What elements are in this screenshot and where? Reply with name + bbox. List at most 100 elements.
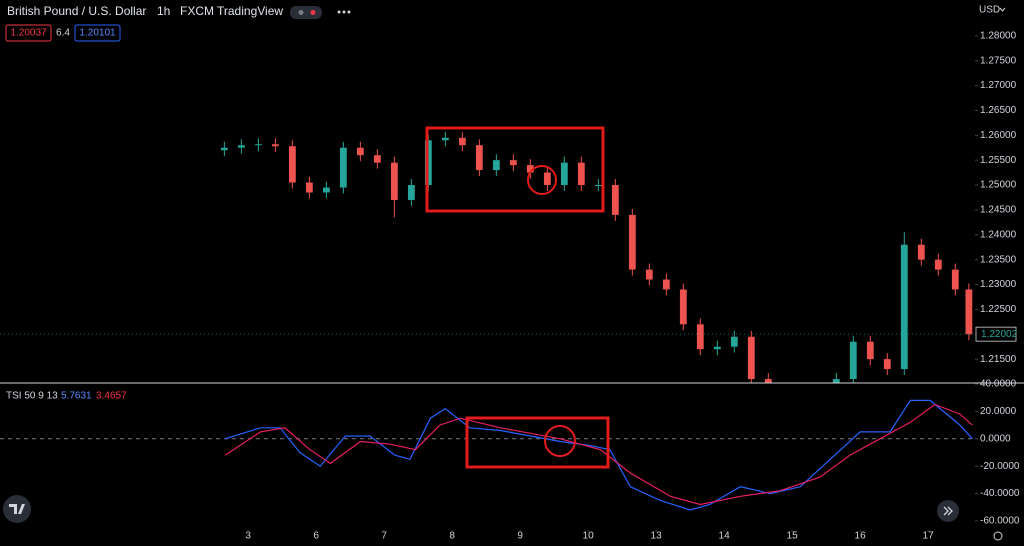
candle-body — [900, 244, 908, 370]
candle-body — [271, 144, 279, 147]
candle-body — [713, 346, 721, 350]
annotation-box — [425, 126, 605, 213]
candle-body — [441, 137, 449, 141]
candle-body — [951, 269, 959, 290]
candle-body — [832, 379, 840, 383]
candle-body — [390, 162, 398, 200]
axes: 1.28000 1.27500 1.27000 1.26500 1.26000 1.255… — [0, 30, 1020, 542]
y-tick-label: -60.0000 — [980, 516, 1020, 527]
indicator-value: 3.4657 — [96, 391, 127, 402]
currency[interactable]: USD — [979, 5, 1000, 16]
candle-body — [288, 146, 296, 183]
candle-body — [696, 324, 704, 350]
candle-body — [965, 289, 973, 335]
candle-body — [339, 147, 347, 188]
candle-body — [662, 279, 670, 290]
candle-body — [730, 336, 738, 347]
ask: 1.20101 — [79, 28, 116, 39]
ask-box[interactable] — [74, 24, 121, 42]
x-tick-label: 16 — [855, 531, 867, 542]
x-tick-label: 3 — [245, 531, 251, 542]
y-tick-label: 0.0000 — [980, 433, 1011, 444]
settings-icon[interactable] — [993, 531, 1003, 541]
y-tick-label: 1.26000 — [980, 130, 1017, 141]
indicator-line — [224, 399, 973, 511]
source: TradingView — [217, 4, 283, 18]
indicator-line — [224, 403, 973, 506]
price-pane — [220, 131, 973, 434]
candle-body — [934, 259, 942, 270]
candle-body — [849, 341, 857, 380]
y-tick-label: 40.0000 — [980, 379, 1017, 390]
candle-body — [883, 359, 891, 370]
last-price-box — [975, 326, 1017, 342]
y-tick-label: 1.27500 — [980, 55, 1017, 66]
candle-body — [407, 185, 415, 200]
indicator-value: 5.7631 — [61, 391, 92, 402]
y-tick-label: 1.26500 — [980, 105, 1017, 116]
scroll-button[interactable] — [937, 500, 959, 522]
candle-body — [560, 162, 568, 186]
annotation-circle — [544, 425, 576, 457]
candle-body — [816, 419, 823, 429]
candle-body — [526, 165, 534, 173]
candle-body — [866, 341, 874, 360]
y-tick-label: 1.23000 — [980, 279, 1017, 290]
last-price-label: 1.22002 — [981, 329, 1018, 340]
candle-body — [322, 187, 330, 193]
y-tick-label: -20.0000 — [980, 461, 1020, 472]
candle-body — [594, 185, 602, 187]
x-tick-label: 10 — [583, 531, 595, 542]
candle-body — [611, 185, 619, 215]
status-dot — [298, 10, 304, 15]
interval: 1h — [157, 4, 170, 18]
logo[interactable] — [3, 495, 31, 523]
y-tick-label: 1.23500 — [980, 254, 1017, 265]
bid: 1.20037 — [10, 28, 47, 39]
spread: 6.4 — [56, 28, 70, 39]
symbol: British Pound / U.S. Dollar — [7, 4, 146, 18]
x-tick-label: 8 — [449, 531, 455, 542]
y-tick-label: 1.24500 — [980, 205, 1017, 216]
candle-body — [782, 424, 789, 434]
indicator-pane — [0, 399, 975, 511]
candle-body — [679, 289, 687, 325]
x-tick-label: 17 — [923, 531, 935, 542]
candle-body — [373, 155, 381, 163]
candle-body — [356, 147, 364, 156]
candle-body — [458, 137, 466, 146]
candle-body — [799, 429, 806, 434]
y-tick-label: 1.25000 — [980, 180, 1017, 191]
candle-body — [254, 144, 262, 146]
candle-body — [509, 160, 517, 166]
indicator-title: TSI 50 9 13 — [6, 391, 58, 402]
candle-body — [492, 160, 500, 171]
candle-body — [237, 145, 245, 148]
y-tick-label: 1.21500 — [980, 354, 1017, 365]
x-tick-label: 9 — [517, 531, 523, 542]
x-tick-label: 6 — [313, 531, 319, 542]
y-tick-label: 1.28000 — [980, 30, 1017, 41]
more-menu[interactable] — [337, 10, 351, 14]
status-badge — [290, 6, 322, 19]
x-tick-label: 13 — [651, 531, 663, 542]
candle-body — [475, 145, 483, 171]
candle-body — [628, 214, 636, 270]
candle-body — [305, 182, 313, 193]
candle-body — [764, 379, 772, 383]
x-tick-label: 7 — [381, 531, 387, 542]
bid-box[interactable] — [5, 24, 52, 42]
y-tick-label: 20.0000 — [980, 406, 1017, 417]
y-tick-label: 1.22500 — [980, 304, 1017, 315]
y-tick-label: 1.25500 — [980, 155, 1017, 166]
candle-body — [645, 269, 653, 280]
candle-body — [747, 336, 755, 380]
status-dot — [310, 10, 316, 15]
annotation-circle — [527, 165, 557, 195]
candle-body — [220, 147, 228, 151]
currency-caret — [999, 7, 1006, 12]
annotation-box — [465, 416, 610, 469]
y-tick-label: -40.0000 — [980, 488, 1020, 499]
